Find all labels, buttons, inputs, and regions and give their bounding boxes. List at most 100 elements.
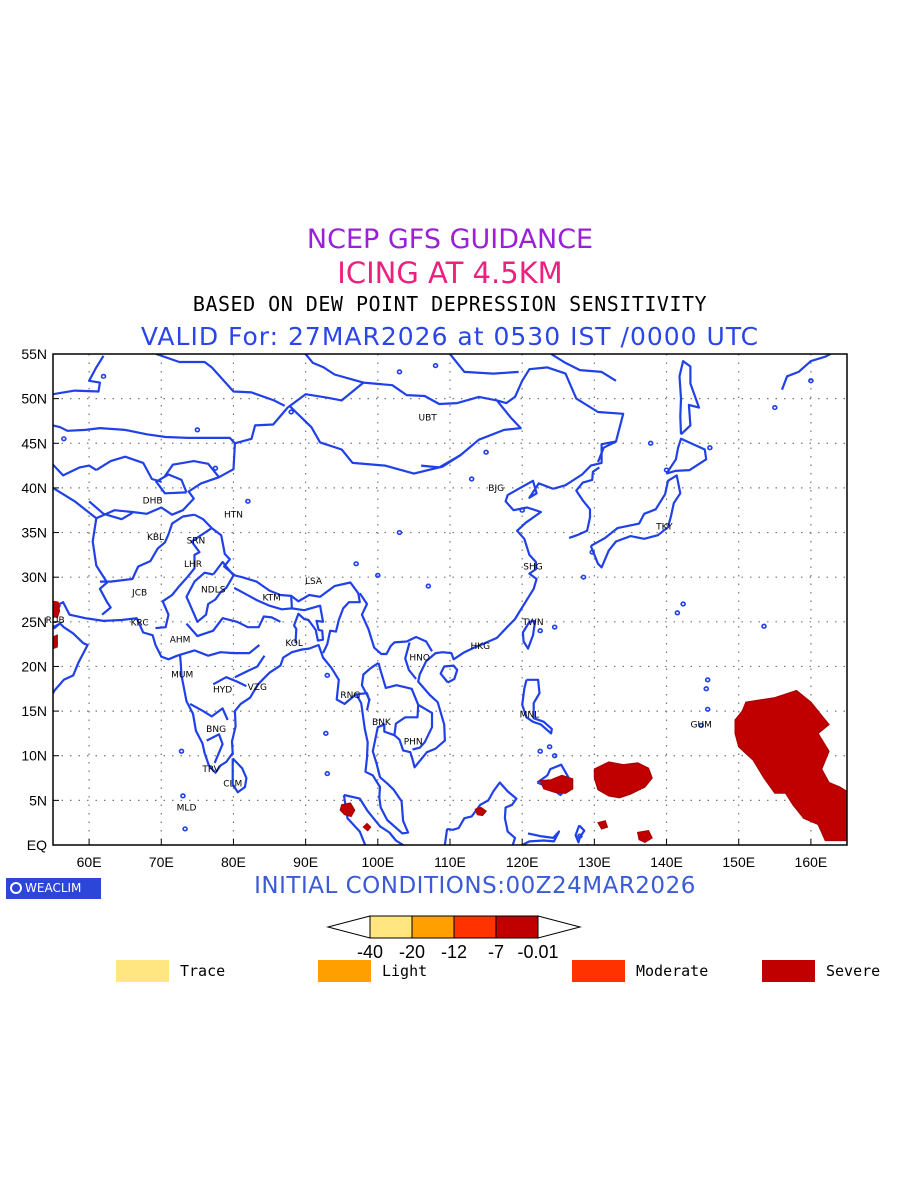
island-outline [61,436,67,442]
station-label-hkg: HKG [470,642,490,652]
legend-label: Light [382,962,428,980]
coastline-segment [404,642,417,680]
coastline-segment [53,463,97,477]
legend-swatch [116,960,169,982]
lon-tick-label: 90E [293,854,318,870]
coastline-segment [521,678,553,735]
island-outline [178,748,185,754]
island-outline [182,826,188,832]
colorbar-label: -20 [399,942,425,962]
island-outline [483,449,489,455]
lat-tick-label: 45N [21,435,47,451]
island-outline [519,507,525,513]
coastline-segment [53,355,105,396]
severe-area-borneo [474,806,487,817]
station-label-vzg: VZG [248,683,267,693]
coastline-segment [521,619,537,650]
station-label-krc: KRC [131,619,149,629]
station-label-mum: MUM [171,670,193,680]
legend-swatch [318,960,371,982]
island-outline [680,601,686,607]
severe-icing-areas [53,600,847,843]
lat-tick-label: 5N [29,792,47,808]
lon-tick-label: 60E [77,854,102,870]
coastline-segment [189,702,229,721]
island-outline [324,672,331,678]
coastline-segment [155,527,213,630]
coastline-segment [155,354,286,407]
colorbar-bin [453,915,497,939]
title-model: NCEP GFS GUIDANCE [306,224,594,255]
coastline-segment [358,592,433,656]
coastline-segment [91,518,112,616]
legend-swatch [572,960,625,982]
station-label-lsa: LSA [305,577,323,587]
coastline-segment [449,354,519,375]
station-label-mnl: MNL [520,711,540,721]
colorbar-bin [369,915,413,939]
station-label-twn: TWN [521,618,543,628]
severe-area-west-pacific [734,689,847,842]
station-label-jcb: JCB [131,588,147,598]
coastline-segment [589,474,682,569]
island-outline [396,369,403,375]
colorbar-arrow-right [537,915,582,939]
coastline-segment [185,615,281,638]
coastline-segment [179,644,261,657]
legend-label: Moderate [636,962,709,980]
severe-area-sumatra [339,802,356,818]
island-outline [180,793,186,799]
island-outline [647,440,654,446]
lat-tick-label: 55N [21,346,47,362]
coastline-segment [496,366,625,490]
station-label-gum: GUM [691,720,712,730]
severe-area-mindanao [539,774,574,794]
island-outline [353,561,359,567]
severe-area-malaysia [362,822,372,832]
lon-tick-label: 110E [434,854,466,870]
coastline-segment [234,655,266,679]
station-label-clm: CLM [223,779,242,789]
coastline-segment [95,455,162,483]
island-outline [100,373,107,379]
island-outline [425,583,432,589]
station-label-ndls: NDLS [201,586,226,596]
coastline-segment [163,460,220,478]
island-outline [245,498,251,504]
island-outline [324,770,331,777]
station-label-hyd: HYD [213,686,232,696]
colorbar-label: -40 [357,942,383,962]
station-label-rng: RNG [340,691,360,701]
lat-tick-label: EQ [27,837,47,853]
coastline-segment [206,733,224,764]
lat-tick-label: 35N [21,525,47,541]
station-label-shg: SHG [523,562,542,572]
severe-area-png-south [636,830,653,843]
lat-tick-label: 40N [21,480,47,496]
lat-tick-label: 30N [21,569,47,585]
island-outline [703,686,710,692]
lat-tick-label: 15N [21,703,47,719]
lat-tick-label: 20N [21,658,47,674]
colorbar-bin [495,915,539,939]
colorbar: -40 -20 -12 -7 -0.01 [326,915,582,962]
coastline-segment [212,676,247,688]
island-outline [546,744,553,750]
island-outline [589,549,595,555]
coastline-segment [342,793,405,845]
station-label-bng: BNG [206,725,226,735]
station-label-tky: TKY [655,522,673,532]
island-outline [468,476,475,482]
title-method: BASED ON DEW POINT DEPRESSION SENSITIVIT… [192,292,708,316]
island-outline [704,677,711,683]
island-outline [432,363,439,369]
severe-area-arabia [53,600,61,619]
lon-tick-label: 100E [361,854,394,870]
lon-tick-label: 80E [221,854,246,870]
island-outline [537,628,544,634]
island-outline [375,572,381,578]
coastline-segment [193,513,361,654]
initial-conditions: INITIAL CONDITIONS:00Z24MAR2026 [254,873,696,899]
coastline-segment [574,824,586,844]
